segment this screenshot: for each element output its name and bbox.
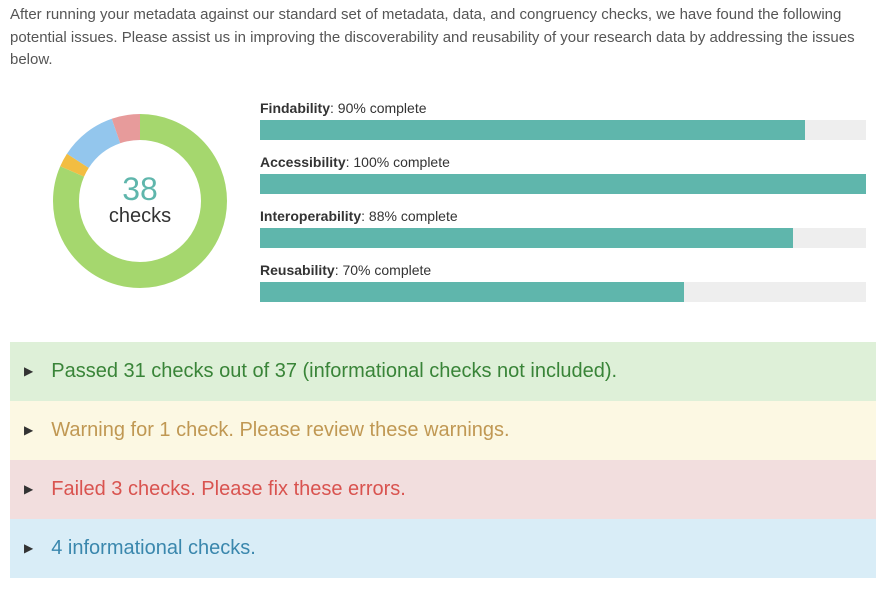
progress-bar-track — [260, 174, 866, 194]
summary-row: 38 checks Findability: 90% complete Acces… — [10, 100, 876, 302]
result-panel[interactable]: ▶ Warning for 1 check. Please review thes… — [10, 401, 876, 460]
donut-label: checks — [109, 205, 171, 228]
expand-icon: ▶ — [24, 423, 33, 437]
progress-bar-label: Findability: 90% complete — [260, 100, 866, 116]
progress-bar: Interoperability: 88% complete — [260, 208, 866, 248]
result-panels: ▶ Passed 31 checks out of 37 (information… — [10, 342, 876, 578]
progress-bars: Findability: 90% complete Accessibility: … — [260, 100, 866, 302]
expand-icon: ▶ — [24, 364, 33, 378]
expand-icon: ▶ — [24, 482, 33, 496]
progress-bar-label: Interoperability: 88% complete — [260, 208, 866, 224]
progress-bar: Accessibility: 100% complete — [260, 154, 866, 194]
donut-number: 38 — [122, 173, 158, 205]
progress-bar-fill — [260, 120, 805, 140]
result-panel-text: Passed 31 checks out of 37 (informationa… — [51, 360, 617, 383]
progress-bar-fill — [260, 228, 793, 248]
expand-icon: ▶ — [24, 541, 33, 555]
progress-bar-fill — [260, 174, 866, 194]
progress-bar-track — [260, 120, 866, 140]
progress-bar-track — [260, 282, 866, 302]
result-panel-text: 4 informational checks. — [51, 537, 256, 560]
progress-bar-label: Accessibility: 100% complete — [260, 154, 866, 170]
progress-bar: Findability: 90% complete — [260, 100, 866, 140]
result-panel-text: Warning for 1 check. Please review these… — [51, 419, 509, 442]
result-panel[interactable]: ▶ Passed 31 checks out of 37 (information… — [10, 342, 876, 401]
result-panel-text: Failed 3 checks. Please fix these errors… — [51, 478, 406, 501]
result-panel[interactable]: ▶ 4 informational checks. — [10, 519, 876, 578]
progress-bar-track — [260, 228, 866, 248]
progress-bar-fill — [260, 282, 684, 302]
progress-bar-label: Reusability: 70% complete — [260, 262, 866, 278]
checks-donut-chart: 38 checks — [50, 111, 230, 291]
intro-text: After running your metadata against our … — [10, 4, 876, 72]
result-panel[interactable]: ▶ Failed 3 checks. Please fix these error… — [10, 460, 876, 519]
progress-bar: Reusability: 70% complete — [260, 262, 866, 302]
